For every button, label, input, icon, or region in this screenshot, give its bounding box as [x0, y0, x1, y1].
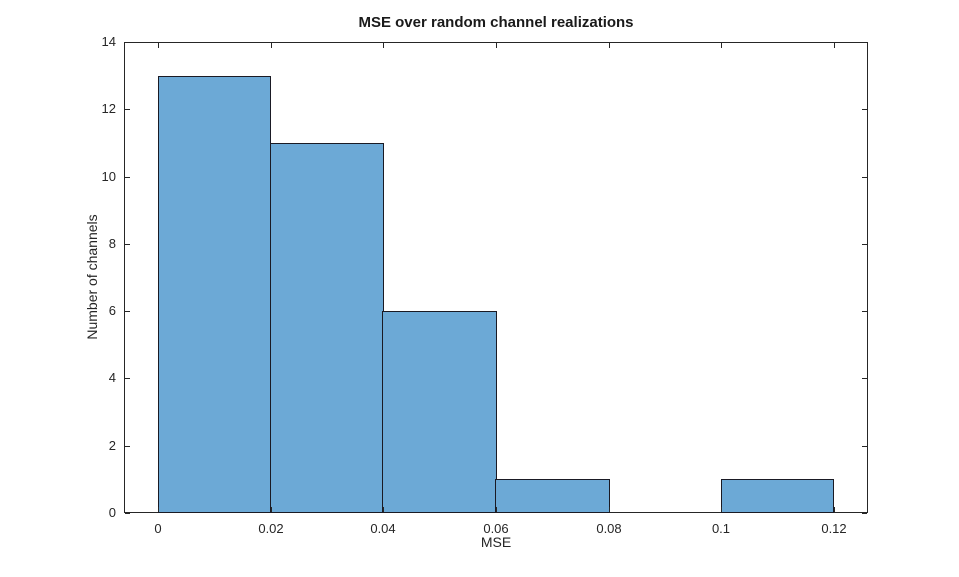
y-axis-tick — [125, 42, 130, 43]
histogram-bar — [158, 76, 271, 513]
y-axis-tick — [125, 177, 130, 178]
y-axis-tick-right — [862, 177, 867, 178]
x-axis-tick-top — [496, 43, 497, 48]
y-tick-label: 8 — [108, 236, 116, 251]
x-axis-label: MSE — [480, 534, 512, 550]
histogram-bar — [382, 311, 497, 513]
x-tick-label: 0.06 — [483, 521, 509, 536]
x-axis-tick — [158, 507, 159, 512]
x-axis-tick — [721, 507, 722, 512]
x-axis-tick — [496, 507, 497, 512]
chart-title: MSE over random channel realizations — [358, 14, 634, 31]
y-axis-tick — [125, 311, 130, 312]
histogram-bar — [721, 479, 834, 513]
y-tick-label: 10 — [101, 169, 116, 184]
histogram-bar — [270, 143, 384, 513]
y-tick-label: 6 — [108, 303, 116, 318]
x-tick-label: 0.12 — [821, 521, 847, 536]
x-axis-tick — [834, 507, 835, 512]
y-axis-tick — [125, 378, 130, 379]
y-axis-tick-right — [862, 513, 867, 514]
x-axis-tick-top — [158, 43, 159, 48]
x-axis-tick-top — [721, 43, 722, 48]
x-axis-tick-top — [383, 43, 384, 48]
x-tick-label: 0.04 — [370, 521, 396, 536]
y-tick-label: 4 — [108, 370, 116, 385]
y-axis-tick-right — [862, 311, 867, 312]
y-tick-label: 14 — [101, 34, 116, 49]
y-axis-tick — [125, 109, 130, 110]
y-tick-label: 12 — [101, 101, 116, 116]
y-tick-label: 0 — [108, 505, 116, 520]
y-axis-tick-right — [862, 378, 867, 379]
x-tick-label: 0.1 — [711, 521, 731, 536]
y-tick-label: 2 — [108, 438, 116, 453]
x-tick-label: 0 — [154, 521, 162, 536]
x-axis-tick-top — [609, 43, 610, 48]
x-axis-tick-top — [834, 43, 835, 48]
y-axis-tick — [125, 513, 130, 514]
y-axis-tick — [125, 446, 130, 447]
y-axis-tick-right — [862, 42, 867, 43]
x-axis-tick — [609, 507, 610, 512]
x-tick-label: 0.08 — [596, 521, 622, 536]
histogram-bar — [495, 479, 610, 513]
x-axis-tick — [271, 507, 272, 512]
y-axis-label: Number of channels — [84, 214, 100, 340]
y-axis-tick-right — [862, 109, 867, 110]
x-axis-tick — [383, 507, 384, 512]
x-axis-tick-top — [271, 43, 272, 48]
y-axis-tick-right — [862, 244, 867, 245]
y-axis-tick-right — [862, 446, 867, 447]
y-axis-tick — [125, 244, 130, 245]
x-tick-label: 0.02 — [258, 521, 284, 536]
